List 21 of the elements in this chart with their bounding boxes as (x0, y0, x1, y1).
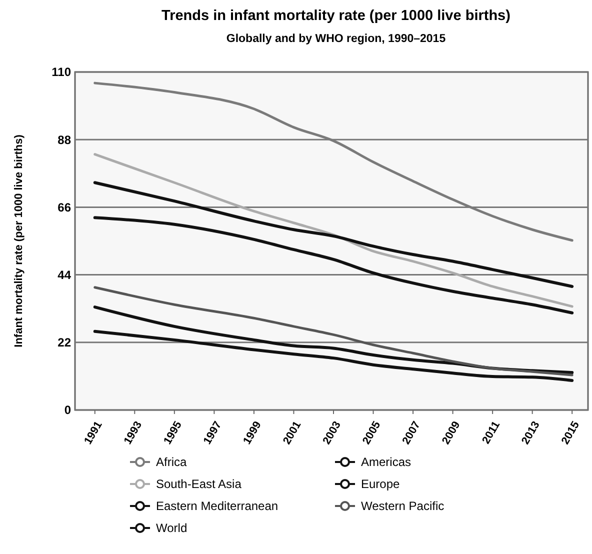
legend-label: World (156, 521, 188, 536)
y-axis-title: Infant mortality rate (per 1000 live births) (13, 134, 25, 348)
y-tick-label: 0 (64, 403, 72, 418)
line-series (93, 181, 574, 288)
y-tick-label: 88 (58, 132, 72, 147)
line-series (94, 286, 574, 376)
legend-label: Africa (156, 455, 187, 470)
line-series (93, 330, 574, 382)
legend-label: Americas (361, 455, 412, 470)
legend-label: Europe (361, 477, 400, 492)
chart-subtitle: Globally and by WHO region, 1990–2015 (226, 33, 446, 45)
legend-label: Western Pacific (361, 499, 444, 514)
y-tick-label: 22 (58, 336, 72, 350)
legend-label: South-East Asia (156, 477, 242, 492)
legend-label: Eastern Mediterranean (156, 499, 278, 514)
chart-title: Trends in infant mortality rate (per 1000 live births) (162, 8, 511, 24)
line-series (93, 216, 574, 314)
y-tick-label: 44 (58, 268, 72, 282)
line-series (94, 153, 574, 308)
y-tick-label: 110 (52, 65, 72, 80)
y-tick-label: 66 (58, 200, 72, 214)
